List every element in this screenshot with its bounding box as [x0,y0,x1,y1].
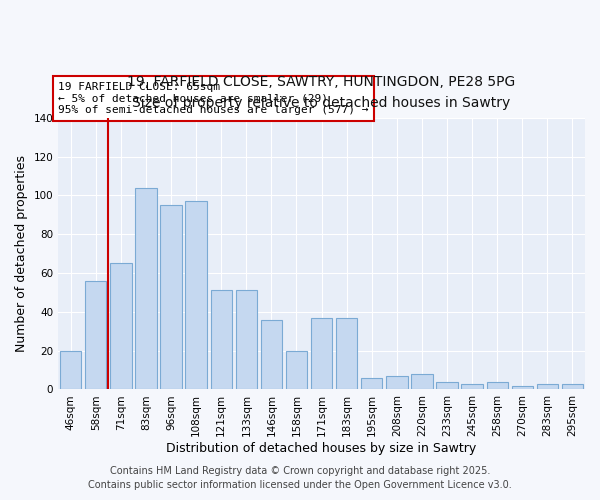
Bar [136,188,157,390]
Title: 19, FARFIELD CLOSE, SAWTRY, HUNTINGDON, PE28 5PG
Size of property relative to de: 19, FARFIELD CLOSE, SAWTRY, HUNTINGDON, … [127,75,516,110]
Bar [311,318,332,390]
Text: Contains HM Land Registry data © Crown copyright and database right 2025.
Contai: Contains HM Land Registry data © Crown c… [88,466,512,490]
Bar [185,201,207,390]
Bar [461,384,483,390]
Bar [60,350,82,390]
Bar [261,320,282,390]
Bar [512,386,533,390]
Text: 19 FARFIELD CLOSE: 65sqm
← 5% of detached houses are smaller (29)
95% of semi-de: 19 FARFIELD CLOSE: 65sqm ← 5% of detache… [58,82,368,115]
Bar [211,290,232,390]
Bar [110,264,131,390]
Bar [411,374,433,390]
Bar [487,382,508,390]
Bar [286,350,307,390]
Y-axis label: Number of detached properties: Number of detached properties [15,155,28,352]
Bar [562,384,583,390]
Bar [436,382,458,390]
Bar [336,318,358,390]
Bar [160,205,182,390]
X-axis label: Distribution of detached houses by size in Sawtry: Distribution of detached houses by size … [166,442,477,455]
Bar [537,384,558,390]
Bar [386,376,407,390]
Bar [361,378,382,390]
Bar [85,281,106,390]
Bar [236,290,257,390]
